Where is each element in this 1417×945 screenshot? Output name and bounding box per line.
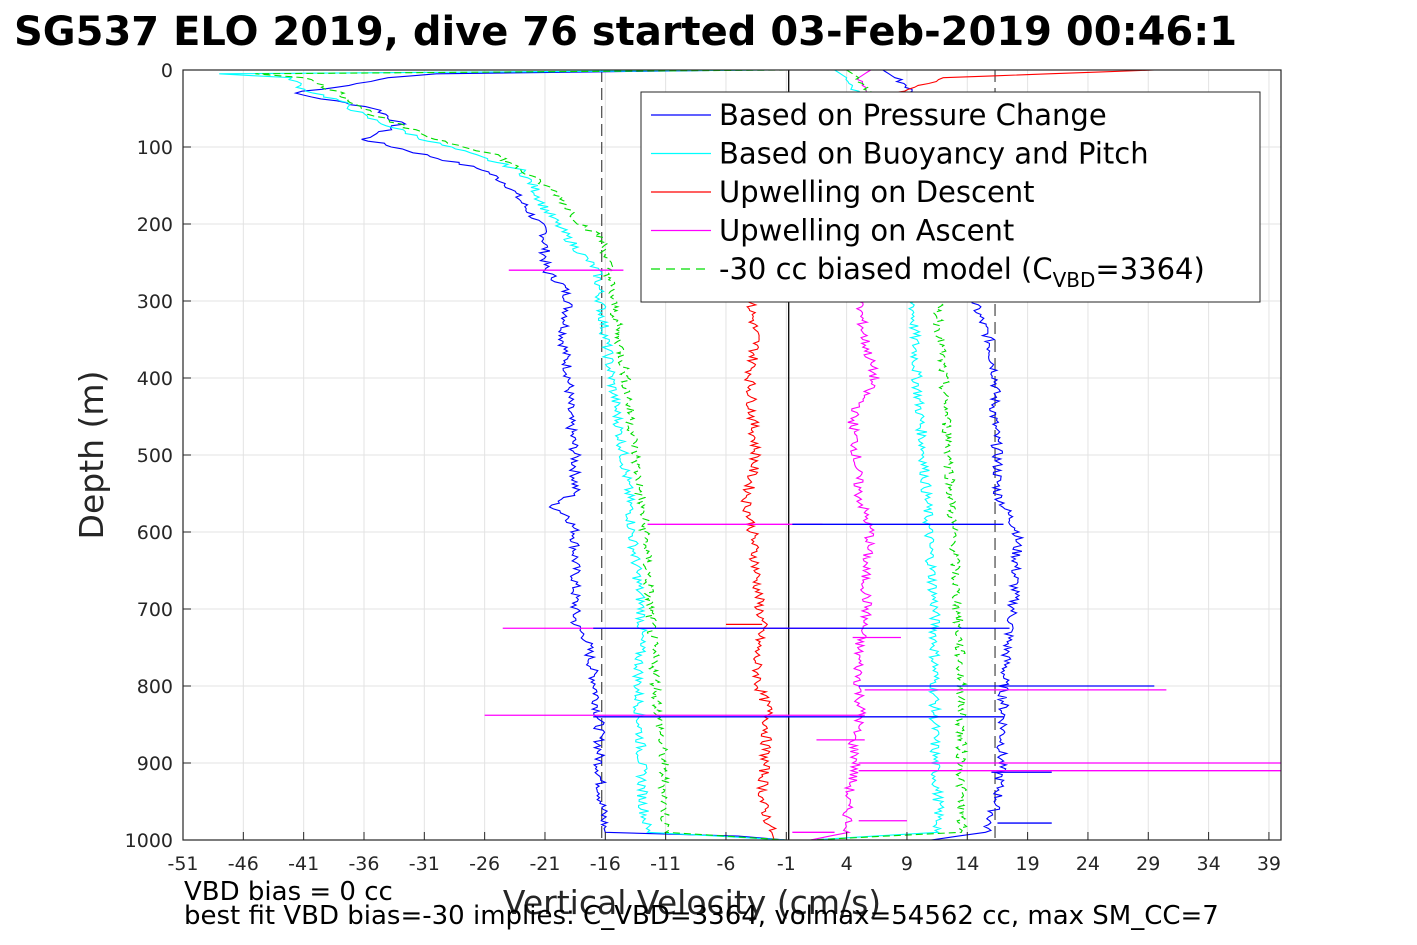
x-tick-label: 9 (901, 853, 913, 875)
legend-label: -30 cc biased model (CVBD=3364) (719, 252, 1205, 292)
x-tick-label: 34 (1197, 853, 1221, 875)
y-tick-label: 400 (137, 368, 173, 390)
y-tick-label: 100 (137, 137, 173, 159)
axis-ticks: -51 -46 -41 -36 -31 -26 -21 -16 -11 -6 -1 4 9 14 19 24 2… (125, 60, 1281, 875)
y-axis-label: Depth (m) (72, 371, 111, 540)
x-tick-label: -1 (777, 853, 796, 875)
chart-title: SG537 ELO 2019, dive 76 started 03-Feb-2… (14, 9, 1238, 55)
x-tick-label: -11 (650, 853, 681, 875)
vbd-bias-note: VBD bias = 0 cc (184, 877, 393, 907)
x-tick-label: 24 (1076, 853, 1100, 875)
series-line (219, 69, 787, 841)
y-tick-label: 1000 (125, 830, 173, 852)
x-tick-label: 29 (1136, 853, 1160, 875)
y-tick-label: 300 (137, 291, 173, 313)
y-tick-label: 600 (137, 522, 173, 544)
legend: Based on Pressure Change Based on Buoyanc… (640, 91, 1261, 303)
x-axis-label: Vertical Velocity (cm/s) (503, 883, 881, 922)
y-tick-label: 900 (137, 753, 173, 775)
x-tick-label: -51 (167, 853, 198, 875)
y-tick-label: 200 (137, 214, 173, 236)
y-tick-label: 500 (137, 445, 173, 467)
data-spikes (484, 269, 1281, 833)
x-tick-label: -36 (348, 853, 379, 875)
series-line (293, 69, 787, 841)
y-tick-label: 700 (137, 599, 173, 621)
x-tick-label: -21 (529, 853, 560, 875)
x-tick-label: 19 (1016, 853, 1040, 875)
legend-label: Upwelling on Descent (719, 175, 1035, 209)
y-tick-label: 0 (161, 60, 173, 82)
x-tick-label: -26 (469, 853, 500, 875)
x-tick-label: -46 (228, 853, 259, 875)
x-tick-label: 39 (1257, 853, 1281, 875)
best-fit-note: best fit VBD bias=-30 implies: C_VBD=336… (184, 901, 1219, 931)
legend-label: Based on Buoyancy and Pitch (719, 137, 1149, 171)
x-tick-label: 14 (955, 853, 979, 875)
x-tick-label: -41 (288, 853, 319, 875)
x-tick-label: 4 (841, 853, 853, 875)
x-tick-label: -6 (716, 853, 735, 875)
y-tick-label: 800 (137, 676, 173, 698)
legend-label: Upwelling on Ascent (719, 214, 1014, 248)
x-tick-label: -31 (409, 853, 440, 875)
legend-label: Based on Pressure Change (719, 98, 1107, 132)
legend-box (640, 91, 1261, 303)
x-tick-label: -16 (590, 853, 621, 875)
series-line (255, 69, 787, 841)
